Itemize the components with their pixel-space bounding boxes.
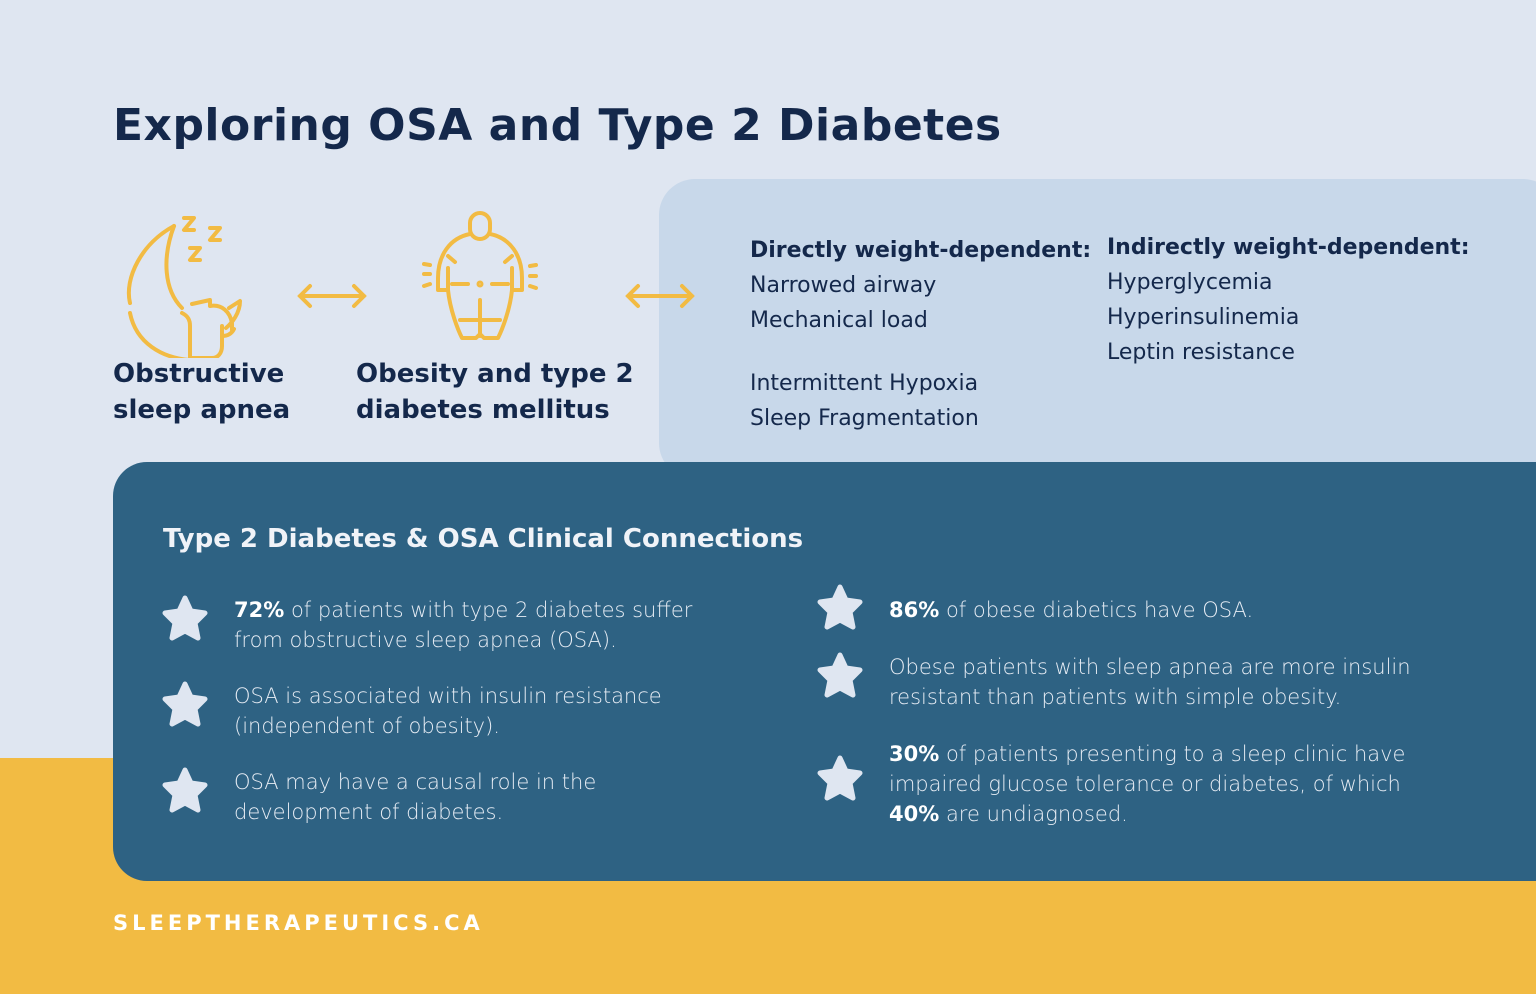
fact-text: of obese diabetics have OSA.	[939, 598, 1254, 622]
direct-extra-item: Intermittent Hypoxia	[750, 371, 979, 396]
double-arrow-icon	[625, 284, 695, 308]
page-title: Exploring OSA and Type 2 Diabetes	[113, 100, 1002, 151]
fact-text: Obese patients with sleep apnea are more…	[889, 655, 1411, 709]
obesity-diabetes-label: Obesity and type 2 diabetes mellitus	[356, 356, 634, 428]
fact-item: OSA may have a causal role in the develo…	[162, 767, 632, 827]
direct-item: Mechanical load	[750, 308, 928, 333]
fact-item: Obese patients with sleep apnea are more…	[817, 652, 1417, 712]
fact-highlight: 72%	[234, 598, 285, 622]
direct-item: Narrowed airway	[750, 273, 937, 298]
star-bullet-icon	[162, 595, 208, 641]
fact-text: of patients with type 2 diabetes suffer …	[234, 598, 693, 652]
direct-column: Directly weight-dependent: Narrowed airw…	[750, 233, 1091, 436]
star-bullet-icon	[817, 652, 863, 698]
sleeping-moon-icon	[126, 216, 242, 358]
direct-heading: Directly weight-dependent:	[750, 238, 1092, 263]
fact-highlight: 30%	[889, 742, 940, 766]
weight-dependence-panel	[659, 179, 1536, 479]
osa-label-line: Obstructive	[113, 359, 285, 389]
star-bullet-icon	[817, 755, 863, 801]
star-bullet-icon	[162, 767, 208, 813]
obese-person-icon	[422, 211, 538, 340]
footer-website: SLEEPTHERAPEUTICS.CA	[113, 911, 484, 935]
fact-item: 72% of patients with type 2 diabetes suf…	[162, 595, 732, 655]
star-bullet-icon	[817, 584, 863, 630]
star-bullet-icon	[162, 681, 208, 727]
osa-label: Obstructive sleep apnea	[113, 356, 290, 428]
fact-item: 30% of patients presenting to a sleep cl…	[817, 739, 1437, 829]
indirect-heading: Indirectly weight-dependent:	[1107, 235, 1470, 260]
indirect-item: Leptin resistance	[1107, 340, 1295, 365]
clinical-title: Type 2 Diabetes & OSA Clinical Connectio…	[163, 524, 804, 554]
obesity-label-line: diabetes mellitus	[356, 395, 610, 425]
indirect-item: Hyperglycemia	[1107, 270, 1273, 295]
fact-text: OSA may have a causal role in the develo…	[234, 770, 597, 824]
fact-text: are undiagnosed.	[939, 802, 1128, 826]
indirect-item: Hyperinsulinemia	[1107, 305, 1300, 330]
obesity-label-line: Obesity and type 2	[356, 359, 634, 389]
indirect-column: Indirectly weight-dependent: Hyperglycem…	[1107, 230, 1470, 370]
double-arrow-icon	[297, 284, 367, 308]
fact-highlight: 40%	[889, 802, 940, 826]
fact-highlight: 86%	[889, 598, 940, 622]
direct-extra-item: Sleep Fragmentation	[750, 406, 979, 431]
osa-label-line: sleep apnea	[113, 395, 291, 425]
fact-text: of patients presenting to a sleep clinic…	[889, 742, 1406, 796]
fact-item: 86% of obese diabetics have OSA.	[817, 584, 1457, 632]
fact-item: OSA is associated with insulin resistanc…	[162, 681, 732, 741]
fact-text: OSA is associated with insulin resistanc…	[234, 684, 662, 738]
